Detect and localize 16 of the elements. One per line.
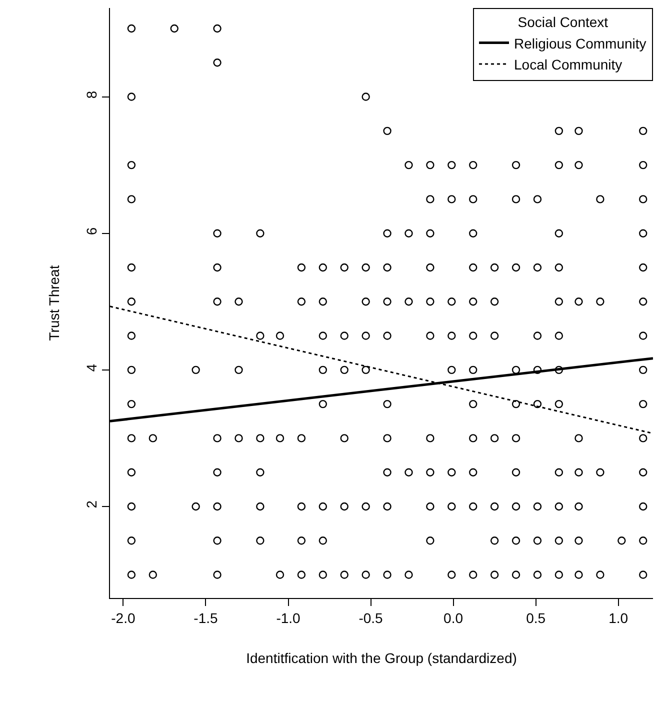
y-axis-title: Trust Threat — [46, 265, 62, 341]
legend-title: Social Context — [518, 14, 608, 30]
x-tick-label: -2.0 — [111, 610, 136, 626]
x-axis-title: Identitfication with the Group (standardized) — [246, 650, 517, 666]
x-tick-label: -1.5 — [194, 610, 218, 626]
x-tick-label: -1.0 — [276, 610, 301, 626]
y-tick-label: 4 — [83, 364, 100, 372]
x-tick-label: 0.5 — [526, 610, 546, 626]
y-tick-label: 2 — [83, 500, 100, 508]
x-tick-label: -0.5 — [358, 610, 384, 626]
legend-label: Local Community — [514, 56, 622, 72]
y-tick-label: 6 — [83, 227, 100, 236]
y-tick-label: 8 — [83, 90, 100, 99]
x-tick-label: 1.0 — [608, 610, 628, 626]
x-tick-label: 0.0 — [444, 610, 464, 626]
legend-label: Religious Community — [514, 35, 646, 52]
